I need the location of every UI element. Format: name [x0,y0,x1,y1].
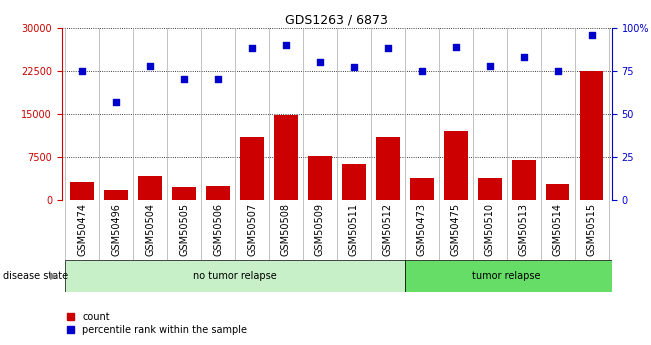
Text: tumor relapse: tumor relapse [473,271,541,281]
Bar [274,115,298,200]
Text: GSM50475: GSM50475 [450,203,461,256]
Bar [173,187,196,200]
Bar [138,176,162,200]
Point [145,63,156,68]
Point [450,44,461,49]
Bar [104,190,128,200]
Bar [206,186,230,200]
Bar [308,156,332,200]
Text: GSM50514: GSM50514 [553,203,562,256]
Text: GSM50473: GSM50473 [417,203,427,256]
Bar [410,178,434,200]
Point [281,42,291,48]
Point [383,46,393,51]
Text: GSM50505: GSM50505 [179,203,189,256]
Bar [376,137,400,200]
Text: GSM50506: GSM50506 [213,203,223,256]
Text: GSM50510: GSM50510 [485,203,495,256]
Point [587,32,597,37]
Bar [65,260,405,292]
Title: GDS1263 / 6873: GDS1263 / 6873 [285,13,389,27]
Text: GSM50513: GSM50513 [519,203,529,256]
Text: GSM50496: GSM50496 [111,203,121,256]
Point [314,59,325,65]
Text: GSM50511: GSM50511 [349,203,359,256]
Text: GSM50507: GSM50507 [247,203,257,256]
Bar [342,165,366,200]
Point [179,77,189,82]
Bar [546,184,570,200]
Text: GSM50474: GSM50474 [77,203,87,256]
Point [77,68,87,73]
Text: GSM50515: GSM50515 [587,203,596,256]
Point [417,68,427,73]
Point [349,65,359,70]
Text: ▶: ▶ [50,271,58,281]
Bar [405,260,612,292]
Text: GSM50504: GSM50504 [145,203,155,256]
Point [484,63,495,68]
Point [553,68,563,73]
Bar [579,71,603,200]
Bar [444,131,467,200]
Legend: count, percentile rank within the sample: count, percentile rank within the sample [66,312,247,335]
Bar [478,178,501,200]
Bar [70,182,94,200]
Bar [240,137,264,200]
Text: GSM50509: GSM50509 [315,203,325,256]
Point [518,54,529,60]
Text: GSM50512: GSM50512 [383,203,393,256]
Text: disease state: disease state [3,271,68,281]
Bar [512,160,536,200]
Text: GSM50508: GSM50508 [281,203,291,256]
Point [111,99,121,105]
Text: no tumor relapse: no tumor relapse [193,271,277,281]
Point [247,46,257,51]
Point [213,77,223,82]
